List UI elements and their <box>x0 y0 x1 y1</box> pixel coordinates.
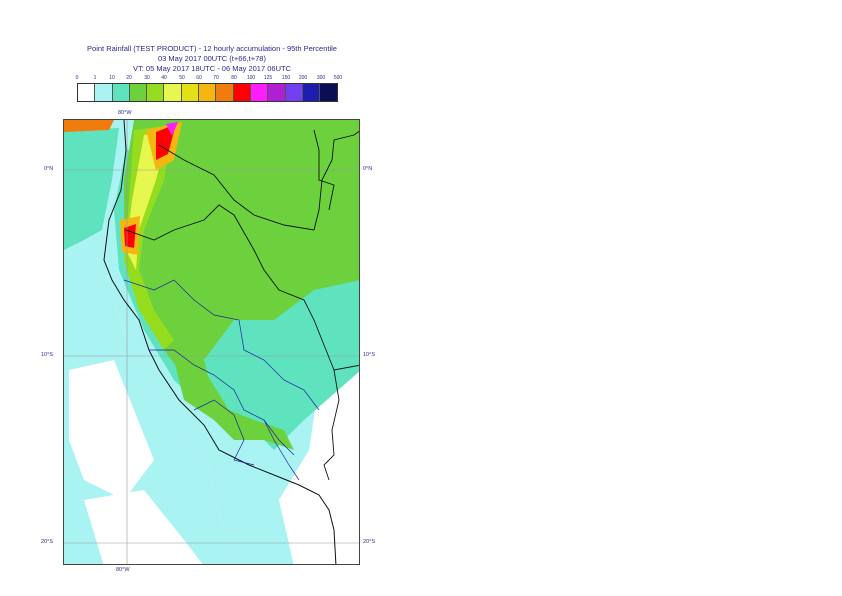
regional-border <box>263 419 300 481</box>
legend-label: 300 <box>316 75 326 81</box>
legend-swatch <box>78 84 96 101</box>
base-time: 03 May 2017 00UTC (t+66,t+78) <box>158 54 266 63</box>
legend-swatch <box>285 84 303 101</box>
national-border <box>323 369 340 481</box>
lat-label-right: 20°S <box>363 539 375 545</box>
lat-label-right: 0°N <box>363 166 373 172</box>
map-canvas <box>64 120 359 564</box>
legend-swatch <box>216 84 234 101</box>
national-border <box>125 204 359 371</box>
lon-label-top: 80°W <box>118 110 132 116</box>
lat-label-left: 10°S <box>41 352 53 358</box>
color-legend <box>77 83 339 102</box>
regional-border <box>193 399 255 466</box>
legend-label: 80 <box>231 75 237 81</box>
legend-label: 30 <box>144 75 150 81</box>
legend-label: 1 <box>93 75 97 81</box>
legend-swatch <box>129 84 148 101</box>
legend-label: 10 <box>109 75 115 81</box>
legend-label: 500 <box>333 75 343 81</box>
legend-swatch <box>320 84 338 101</box>
legend-swatch <box>233 84 251 101</box>
land-dry-zone <box>279 350 359 564</box>
legend-label: 0 <box>75 75 79 81</box>
land-heavy-rain <box>124 120 359 400</box>
legend-label: 40 <box>161 75 167 81</box>
legend-label: 70 <box>213 75 219 81</box>
national-border <box>158 130 359 231</box>
legend-label: 125 <box>263 75 273 81</box>
legend-labels: 0 1 10 20 30 40 50 60 70 80 100 125 150 … <box>70 75 360 83</box>
lon-label-bottom: 80°W <box>116 567 130 573</box>
rain-hotspot <box>166 122 178 136</box>
legend-swatch <box>147 84 165 101</box>
legend-swatch <box>199 84 217 101</box>
lat-label-right: 10°S <box>363 352 375 358</box>
legend-swatch <box>268 84 286 101</box>
rain-hotspot <box>124 224 136 248</box>
ocean-dry-patch <box>69 360 154 500</box>
legend-swatch <box>250 84 269 101</box>
regional-border <box>149 349 295 456</box>
legend-swatch <box>95 84 113 101</box>
legend-swatch <box>112 84 130 101</box>
lat-label-left: 0°N <box>44 166 54 172</box>
legend-label: 200 <box>298 75 308 81</box>
rainfall-map <box>63 119 360 565</box>
coastline <box>103 120 337 564</box>
national-border <box>313 129 335 211</box>
legend-swatch <box>302 84 321 101</box>
legend-label: 100 <box>246 75 256 81</box>
legend-swatch <box>164 84 182 101</box>
legend-label: 50 <box>179 75 185 81</box>
legend-label: 60 <box>196 75 202 81</box>
legend-label: 150 <box>281 75 291 81</box>
legend-label: 20 <box>126 75 132 81</box>
chart-title: Point Rainfall (TEST PRODUCT) - 12 hourl… <box>87 44 337 53</box>
valid-time: VT: 05 May 2017 18UTC - 06 May 2017 06UT… <box>133 64 291 73</box>
ocean-dry-patch <box>84 490 203 564</box>
ocean-rain-band <box>64 128 119 250</box>
andes-rain-band <box>174 360 294 450</box>
north-edge-rain <box>64 120 114 132</box>
legend-swatch <box>181 84 200 101</box>
lat-label-left: 20°S <box>41 539 53 545</box>
regional-border <box>123 279 320 411</box>
